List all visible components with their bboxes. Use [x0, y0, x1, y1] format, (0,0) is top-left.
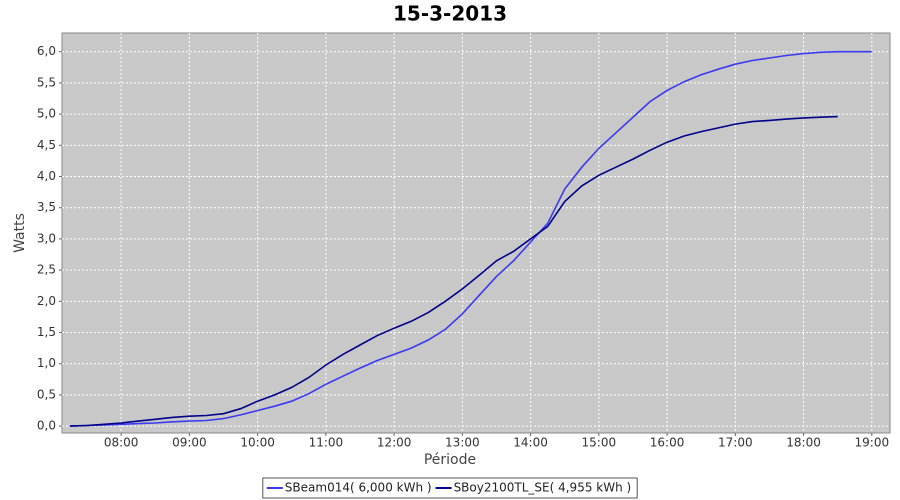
y-axis-label: Watts — [12, 213, 28, 253]
x-tick-label: 09:00 — [172, 436, 207, 450]
x-tick-label: 08:00 — [104, 436, 139, 450]
plot-area — [61, 32, 891, 434]
legend-label: SBoy2100TL_SE( 4,955 kWh ) — [454, 481, 632, 495]
y-tick-label: 3,5 — [37, 200, 56, 214]
y-tick-label: 4,5 — [37, 138, 56, 152]
y-tick-label: 0,0 — [37, 419, 56, 433]
x-tick-label: 13:00 — [445, 436, 480, 450]
x-tick-label: 17:00 — [718, 436, 753, 450]
series-line — [69, 50, 872, 427]
y-tick-label: 2,5 — [37, 263, 56, 277]
x-tick-label: 18:00 — [786, 436, 821, 450]
y-tick-label: 0,5 — [37, 387, 56, 401]
y-tick-label: 6,0 — [37, 44, 56, 58]
legend: SBeam014( 6,000 kWh ) SBoy2100TL_SE( 4,95… — [262, 477, 638, 499]
series-line — [69, 115, 838, 427]
y-tick-label: 1,0 — [37, 356, 56, 370]
chart-title: 15-3-2013 — [393, 2, 507, 26]
x-tick-label: 14:00 — [513, 436, 548, 450]
y-tick-label: 4,0 — [37, 169, 56, 183]
legend-label: SBeam014( 6,000 kWh ) — [285, 481, 432, 495]
x-tick-label: 19:00 — [855, 436, 890, 450]
y-tick-label: 2,0 — [37, 294, 56, 308]
x-tick-label: 16:00 — [650, 436, 685, 450]
y-tick-label: 1,5 — [37, 325, 56, 339]
x-tick-label: 10:00 — [240, 436, 275, 450]
x-axis-label: Période — [424, 452, 476, 468]
y-tick-label: 5,5 — [37, 75, 56, 89]
y-tick-label: 3,0 — [37, 231, 56, 245]
y-tick-label: 5,0 — [37, 107, 56, 121]
x-tick-label: 12:00 — [377, 436, 412, 450]
x-tick-label: 11:00 — [309, 436, 344, 450]
x-tick-label: 15:00 — [582, 436, 617, 450]
